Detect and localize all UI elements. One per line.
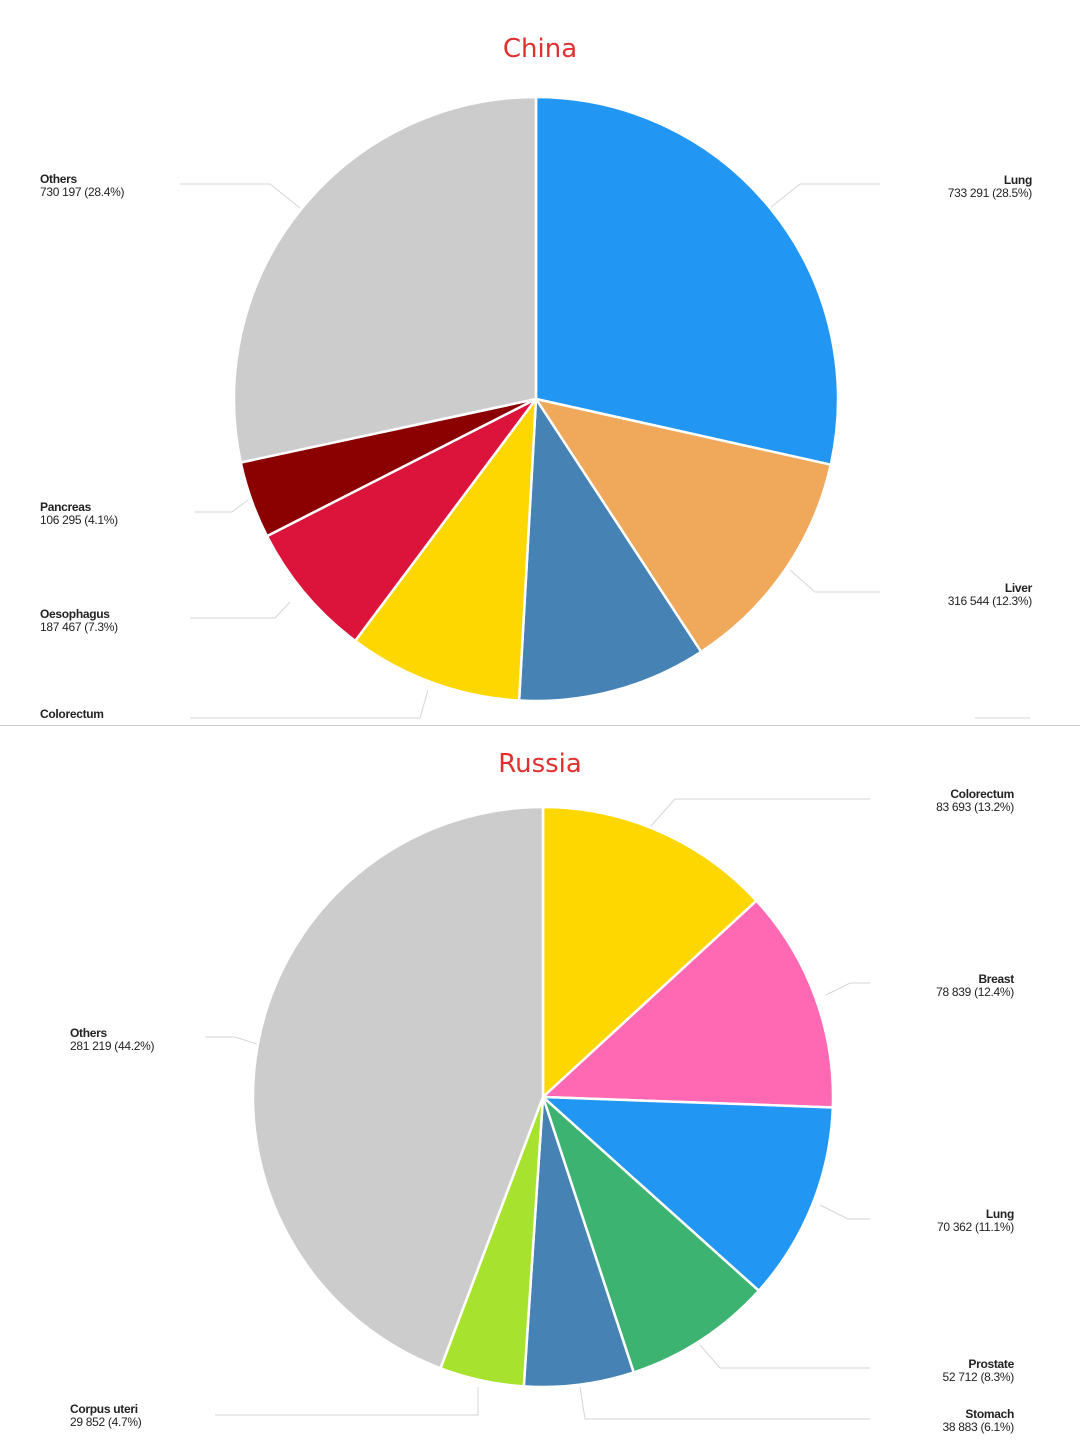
russia-chart-panel: Russia Colorectum 83 693 (13.2%) Breast …: [0, 727, 1080, 1441]
china-label-liver: Liver 316 544 (12.3%): [947, 581, 1033, 608]
russia-leader-line: [819, 1204, 870, 1220]
russia-label-prostate-value: 52 712 (8.3%): [942, 1370, 1015, 1384]
china-label-colorectum-name: Colorectum: [40, 707, 104, 721]
russia-label-stomach-name: Stomach: [965, 1407, 1014, 1421]
china-label-oesophagus: Oesophagus 187 467 (7.3%): [40, 608, 118, 634]
china-label-others: Others 730 197 (28.4%): [40, 172, 125, 199]
china-label-others-value: 730 197 (28.4%): [40, 185, 125, 199]
china-label-oesophagus-name: Oesophagus: [40, 607, 110, 621]
china-chart-panel: China Others 730 197 (28.4%) Lung 733 29…: [0, 34, 1080, 726]
china-leader-line: [789, 569, 880, 593]
russia-label-prostate-name: Prostate: [968, 1357, 1014, 1371]
russia-label-stomach-value: 38 883 (6.1%): [942, 1420, 1015, 1434]
china-label-pancreas: Pancreas 106 295 (4.1%): [40, 501, 118, 527]
china-pie-chart: [180, 95, 1030, 719]
russia-label-colorectum-name: Colorectum: [950, 787, 1014, 801]
russia-label-stomach: Stomach 38 883 (6.1%): [942, 1407, 1015, 1434]
russia-slice-lung: [541, 1095, 835, 1292]
china-slice-stomach: [517, 397, 703, 703]
china-label-oesophagus-value: 187 467 (7.3%): [40, 620, 118, 634]
china-label-pancreas-name: Pancreas: [40, 500, 91, 514]
russia-label-lung: Lung 70 362 (11.1%): [937, 1208, 1014, 1234]
russia-slice-others: [251, 805, 545, 1370]
china-leader-line: [180, 183, 301, 209]
russia-label-breast: Breast 78 839 (12.4%): [936, 973, 1014, 999]
russia-slice-prostate: [541, 1095, 761, 1374]
russia-chart-title: Russia: [498, 749, 582, 779]
russia-leader-line: [825, 982, 870, 996]
russia-slice-colorectum: [541, 805, 758, 1099]
russia-label-prostate: Prostate 52 712 (8.3%): [942, 1357, 1015, 1384]
china-label-liver-value: 316 544 (12.3%): [947, 594, 1033, 608]
russia-label-corpus-uteri-value: 29 852 (4.7%): [70, 1415, 142, 1429]
russia-leader-line: [699, 1344, 870, 1369]
panel-divider: [0, 725, 1080, 726]
russia-leader-line: [205, 1036, 261, 1046]
russia-leader-line: [579, 1386, 870, 1420]
russia-label-breast-name: Breast: [978, 972, 1014, 986]
china-slice-lung: [534, 95, 840, 466]
russia-label-breast-value: 78 839 (12.4%): [936, 985, 1014, 999]
china-label-lung-value: 733 291 (28.5%): [947, 186, 1033, 200]
russia-leader-line: [215, 1387, 479, 1416]
russia-leader-line: [649, 798, 870, 828]
china-leader-line: [769, 183, 880, 209]
china-slice-others: [232, 95, 538, 464]
china-leader-line: [195, 499, 249, 513]
russia-label-others: Others 281 219 (44.2%): [70, 1026, 155, 1053]
china-label-colorectum: Colorectum: [40, 708, 104, 721]
china-slice-colorectum: [353, 397, 538, 702]
china-slice-oesophagus: [265, 397, 538, 643]
china-chart-title: China: [502, 34, 578, 64]
russia-label-corpus-uteri: Corpus uteri 29 852 (4.7%): [70, 1402, 142, 1429]
china-label-liver-name: Liver: [1004, 581, 1032, 595]
china-label-lung-name: Lung: [1003, 173, 1032, 187]
china-leader-line: [190, 689, 429, 719]
russia-label-lung-value: 70 362 (11.1%): [937, 1220, 1014, 1234]
russia-pie-chart: [205, 798, 870, 1420]
russia-slice-breast: [541, 899, 835, 1109]
russia-label-colorectum-value: 83 693 (13.2%): [936, 800, 1014, 814]
china-label-others-name: Others: [40, 172, 77, 186]
russia-label-others-name: Others: [70, 1026, 107, 1040]
china-leader-line: [190, 601, 291, 619]
russia-label-others-value: 281 219 (44.2%): [70, 1039, 155, 1053]
china-slice-liver: [534, 397, 833, 654]
china-label-pancreas-value: 106 295 (4.1%): [40, 513, 118, 527]
russia-label-corpus-uteri-name: Corpus uteri: [70, 1402, 138, 1416]
china-label-lung: Lung 733 291 (28.5%): [947, 173, 1033, 200]
russia-label-lung-name: Lung: [985, 1207, 1014, 1221]
russia-label-colorectum: Colorectum 83 693 (13.2%): [936, 788, 1014, 814]
